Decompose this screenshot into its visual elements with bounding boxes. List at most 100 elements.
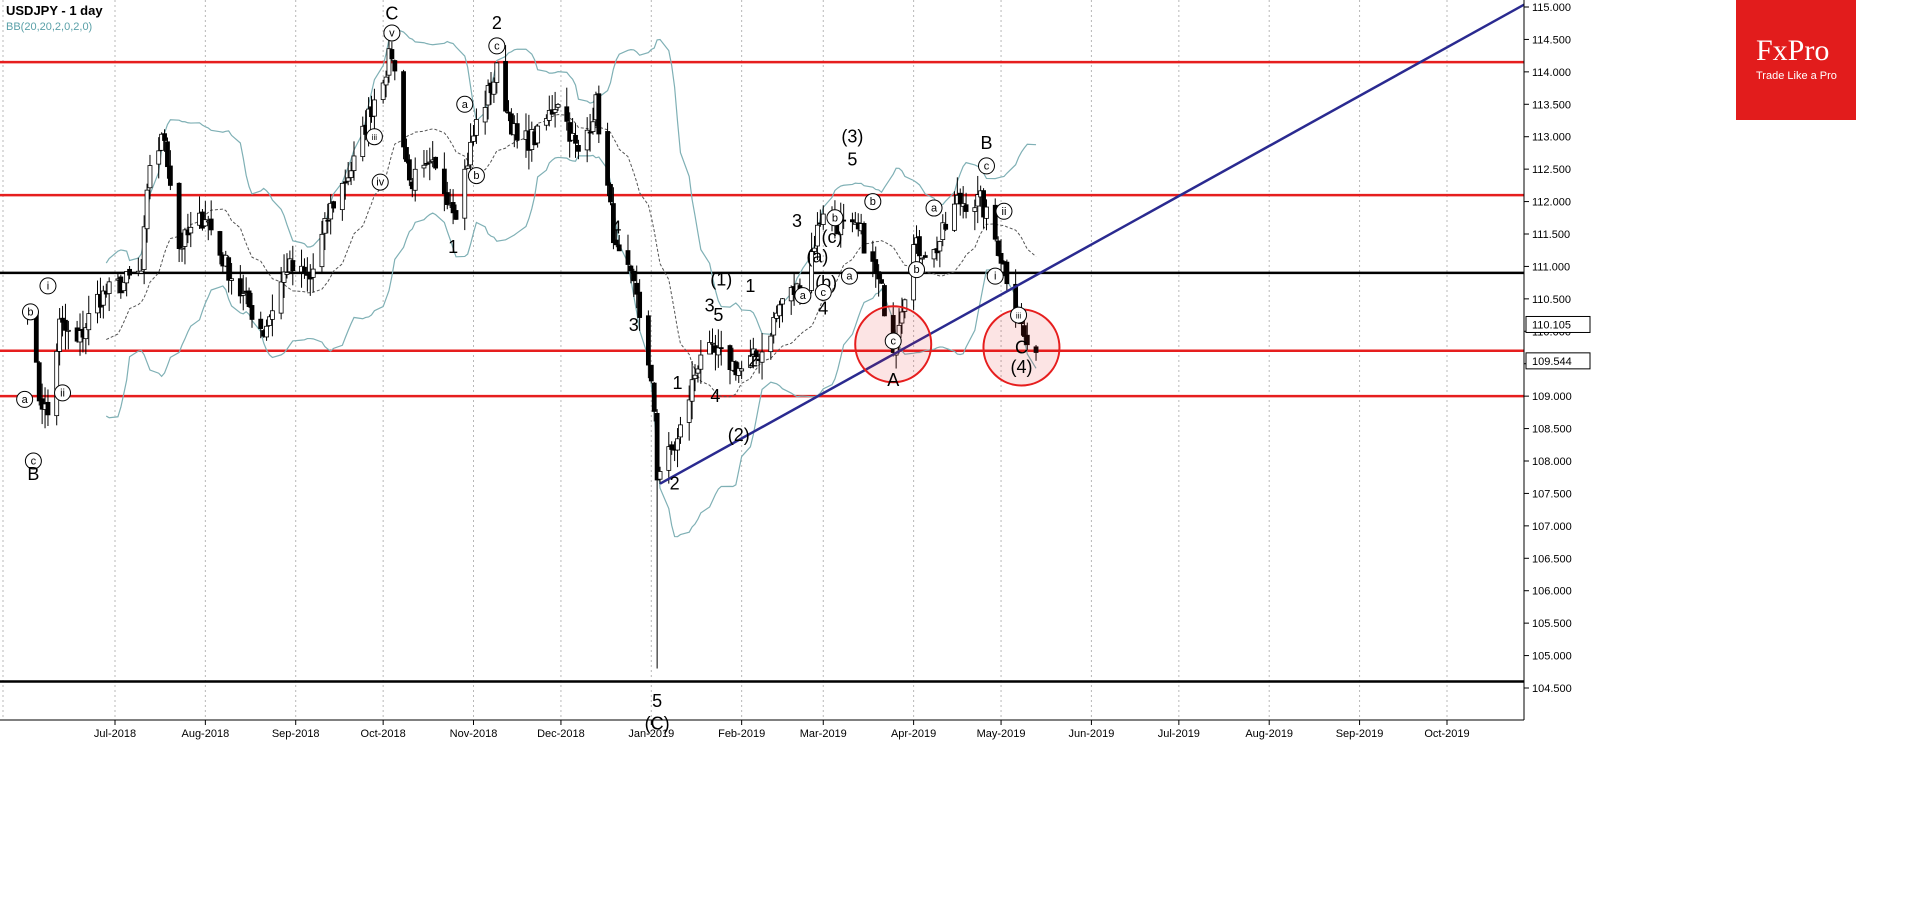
- wave-label: (c): [822, 227, 843, 247]
- x-tick-label: Feb-2019: [718, 728, 765, 740]
- price-label: 110.105: [1532, 319, 1571, 331]
- wave-label: 3: [629, 315, 639, 335]
- candle-body: [494, 62, 500, 83]
- candle-body: [45, 401, 51, 416]
- wave-label: a: [462, 99, 469, 111]
- candle-body: [424, 162, 430, 165]
- candle-body: [83, 327, 89, 340]
- candle-body: [870, 251, 876, 262]
- bb-middle: [106, 114, 1037, 398]
- candle-body: [404, 147, 409, 162]
- wave-label: v: [389, 27, 395, 39]
- wave-label: ii: [60, 387, 65, 399]
- candle-body: [372, 99, 377, 117]
- candle-body: [922, 255, 928, 258]
- wave-label-ring: [995, 202, 1013, 220]
- wave-label: a: [931, 203, 938, 215]
- x-tick-label: Mar-2019: [800, 728, 847, 740]
- candle-body: [648, 364, 654, 382]
- candle-body: [820, 213, 826, 225]
- candle-body: [433, 156, 439, 169]
- wave-label: ii: [1002, 206, 1007, 218]
- candle-body: [127, 268, 132, 276]
- candle-body: [873, 259, 879, 274]
- candle-body: [992, 204, 998, 240]
- candle-body: [651, 382, 657, 412]
- candle-body: [482, 107, 488, 123]
- candle-body: [465, 165, 471, 169]
- candle-body: [780, 298, 785, 305]
- candle-body: [144, 189, 150, 230]
- wave-label: C: [1015, 338, 1028, 358]
- wave-label-ring: [24, 452, 42, 470]
- wave-label: 1: [448, 237, 458, 257]
- candle-body: [351, 155, 357, 171]
- candle-body: [812, 247, 817, 252]
- candle-body: [777, 304, 782, 317]
- x-tick-label: Sep-2018: [272, 728, 320, 740]
- candle-body: [156, 150, 162, 165]
- wave-label: B: [27, 464, 39, 484]
- wave-label: c: [31, 456, 37, 468]
- y-tick-label: 104.500: [1532, 683, 1572, 695]
- wave-label: 5: [713, 305, 723, 325]
- candle-body: [121, 281, 127, 292]
- candlesticks: [25, 36, 1039, 669]
- candle-body: [240, 293, 246, 296]
- wave-label-ring: [864, 193, 882, 211]
- candle-body: [188, 226, 194, 234]
- candle-body: [613, 239, 619, 246]
- x-tick-label: Jun-2019: [1068, 728, 1114, 740]
- x-tick-label: Apr-2019: [891, 728, 936, 740]
- y-tick-label: 111.500: [1532, 229, 1570, 241]
- candle-body: [628, 265, 634, 272]
- candle-body: [747, 355, 753, 368]
- indicator-label: BB(20,20,2,0,2,0): [6, 21, 93, 33]
- candle-body: [678, 424, 683, 438]
- y-tick-label: 110.500: [1532, 294, 1571, 306]
- candle-body: [611, 203, 616, 244]
- candle-body: [564, 106, 570, 122]
- wave-label: b: [27, 306, 33, 318]
- candle-body: [474, 119, 479, 136]
- y-tick-label: 109.000: [1532, 391, 1572, 403]
- wave-labels: Cv2cabiiiiv1435(C)2135(1)4(2)213a(a)(b)(…: [16, 3, 1032, 734]
- candle-body: [444, 192, 450, 205]
- candle-body: [879, 279, 884, 284]
- candle-body: [36, 362, 42, 402]
- candle-body: [753, 350, 759, 358]
- date-axis: Jul-2018 Aug-2018 Sep-2018 Oct-2018 Nov-2018…: [0, 719, 1524, 740]
- wave-label: c: [890, 336, 896, 348]
- wave-label: 3: [792, 211, 802, 231]
- y-tick-label: 108.500: [1532, 424, 1572, 436]
- candle-body: [975, 194, 981, 207]
- wave-label: 2: [492, 13, 502, 33]
- candle-body: [380, 82, 386, 100]
- candle-body: [450, 202, 456, 214]
- wave-label-ring: [456, 95, 474, 113]
- wave-label: A: [887, 370, 899, 390]
- logo-brand: FxPro: [1756, 34, 1830, 67]
- candle-body: [917, 236, 922, 257]
- wave-label: c: [821, 287, 827, 299]
- wave-label-ring: [467, 167, 485, 185]
- candle-body: [771, 317, 777, 336]
- wave-label: (C): [645, 714, 670, 734]
- candle-body: [57, 318, 63, 352]
- candle-body: [427, 161, 433, 164]
- candle-body: [389, 49, 395, 60]
- wave-label-ring: [925, 199, 943, 217]
- candle-body: [471, 135, 476, 142]
- wave-label: b: [913, 264, 919, 276]
- candle-body: [331, 201, 336, 209]
- logo-tagline: Trade Like a Pro: [1756, 70, 1837, 82]
- candle-body: [491, 81, 497, 95]
- candle-body: [616, 244, 622, 252]
- wave-label: 5: [652, 691, 662, 711]
- y-tick-label: 113.500: [1532, 99, 1571, 111]
- wave-label: (1): [710, 269, 732, 289]
- candle-body: [555, 104, 561, 108]
- candle-body: [1033, 346, 1039, 353]
- x-tick-label: Jan-2019: [628, 728, 674, 740]
